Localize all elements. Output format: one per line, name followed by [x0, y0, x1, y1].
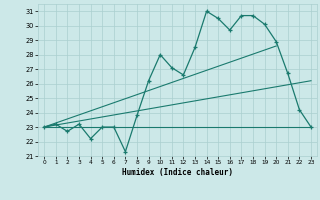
X-axis label: Humidex (Indice chaleur): Humidex (Indice chaleur) — [122, 168, 233, 177]
